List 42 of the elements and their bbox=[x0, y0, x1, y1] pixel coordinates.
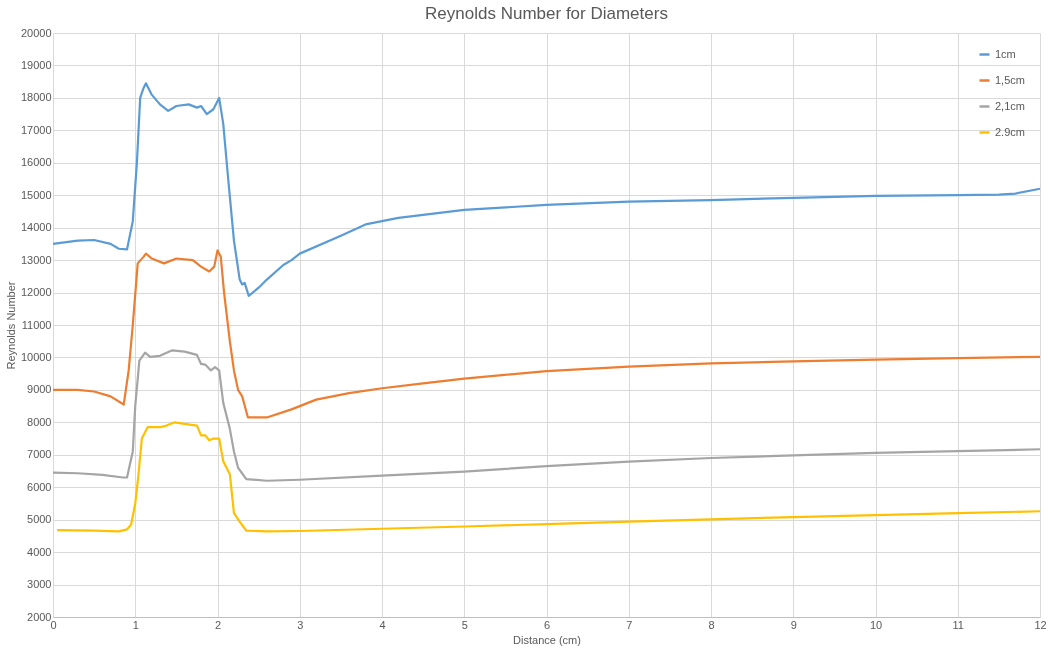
x-tick-label: 7 bbox=[626, 618, 633, 631]
y-tick-label: 2000 bbox=[27, 610, 52, 623]
x-tick-label: 5 bbox=[461, 618, 468, 631]
legend-label: 2.9cm bbox=[995, 125, 1025, 138]
x-tick-label: 8 bbox=[708, 618, 715, 631]
y-tick-label: 8000 bbox=[27, 415, 52, 428]
y-tick-label: 17000 bbox=[20, 123, 52, 136]
y-tick-label: 13000 bbox=[20, 253, 52, 266]
x-tick-label: 12 bbox=[1034, 618, 1047, 631]
y-tick-label: 16000 bbox=[20, 156, 52, 169]
legend-label: 1,5cm bbox=[995, 73, 1025, 86]
y-axis-title: Reynolds Number bbox=[4, 281, 17, 370]
y-tick-label: 20000 bbox=[20, 26, 52, 39]
x-tick-label: 3 bbox=[297, 618, 304, 631]
legend-label: 2,1cm bbox=[995, 99, 1025, 112]
x-tick-label: 1 bbox=[132, 618, 139, 631]
y-tick-label: 19000 bbox=[20, 58, 52, 71]
x-tick-label: 4 bbox=[379, 618, 386, 631]
y-tick-label: 11000 bbox=[21, 318, 52, 331]
x-tick-label: 9 bbox=[790, 618, 797, 631]
x-axis-title: Distance (cm) bbox=[513, 633, 581, 646]
x-tick-label: 2 bbox=[214, 618, 222, 631]
y-tick-label: 3000 bbox=[27, 578, 52, 591]
y-tick-label: 12000 bbox=[20, 286, 52, 299]
y-tick-label: 6000 bbox=[27, 480, 52, 493]
line-series bbox=[51, 349, 1042, 482]
y-tick-label: 18000 bbox=[20, 91, 52, 104]
y-tick-label: 9000 bbox=[27, 383, 52, 396]
legend-label: 1cm bbox=[995, 47, 1016, 60]
line-series bbox=[56, 421, 1042, 533]
y-tick-label: 15000 bbox=[20, 188, 52, 201]
x-tick-label: 0 bbox=[50, 618, 57, 631]
line-series bbox=[51, 249, 1042, 419]
y-tick-label: 4000 bbox=[27, 545, 52, 558]
y-tick-label: 14000 bbox=[20, 221, 52, 234]
chart-title: Reynolds Number for Diameters bbox=[425, 4, 668, 23]
y-tick-label: 5000 bbox=[27, 513, 52, 526]
x-tick-label: 11 bbox=[952, 618, 964, 631]
x-tick-label: 6 bbox=[543, 618, 551, 631]
x-tick-label: 10 bbox=[869, 618, 883, 631]
y-tick-label: 10000 bbox=[20, 350, 52, 363]
y-tick-label: 7000 bbox=[27, 448, 52, 461]
